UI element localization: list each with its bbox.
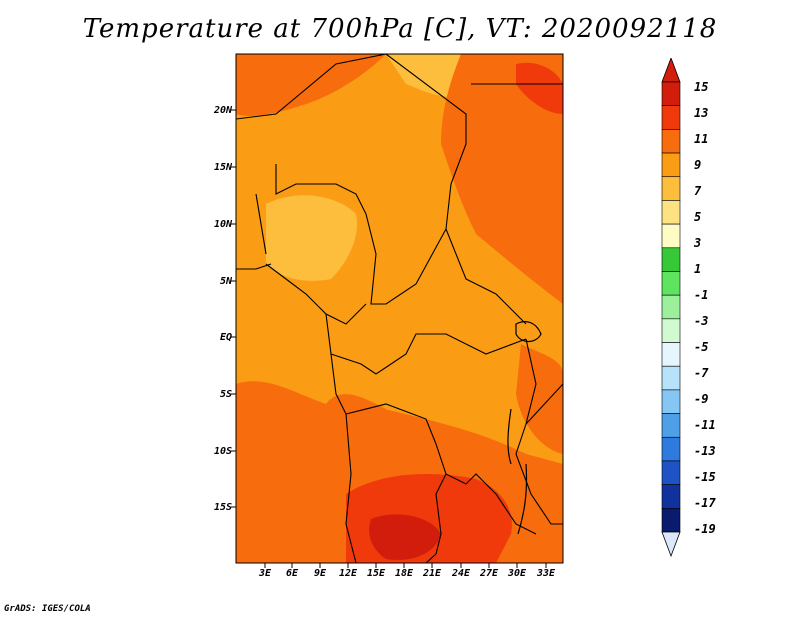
colorbar-bin — [661, 436, 681, 462]
lon-label-30e: 30E — [507, 568, 527, 579]
lon-label-27e: 27E — [479, 568, 499, 579]
colorbar-label-15: 15 — [694, 80, 709, 94]
colorbar-bin — [661, 129, 681, 154]
colorbar-label-m9: -9 — [694, 392, 709, 406]
colorbar-arrow-top — [661, 58, 681, 83]
colorbar-bin — [661, 484, 681, 509]
colorbar-label-7: 7 — [694, 184, 702, 198]
colorbar-label-9: 9 — [694, 158, 702, 172]
footer-credit: GrADS: IGES/COLA — [4, 604, 91, 614]
chart-title: Temperature at 700hPa [C], VT: 202009211… — [82, 14, 718, 44]
lon-label-12e: 12E — [338, 568, 358, 579]
lon-label-6e: 6E — [285, 568, 299, 579]
colorbar-bin — [661, 81, 681, 106]
colorbar-label-m19: -19 — [694, 522, 716, 536]
field-11c-eastafrica — [516, 344, 563, 454]
colorbar-label-11: 11 — [694, 132, 709, 146]
colorbar-label-m1: -1 — [694, 288, 709, 302]
lat-label-eq: EQ — [219, 332, 232, 343]
colorbar-label-m7: -7 — [694, 366, 709, 380]
colorbar — [661, 58, 681, 558]
colorbar-bin — [661, 294, 681, 320]
lakes — [507, 321, 542, 535]
colorbar-label-m3: -3 — [694, 314, 709, 328]
lon-label-3e: 3E — [258, 568, 272, 579]
colorbar-bin — [661, 342, 681, 367]
colorbar-bin — [661, 318, 681, 343]
lon-label-24e: 24E — [451, 568, 471, 579]
colorbar-bin — [661, 508, 681, 533]
y-ticks — [231, 109, 236, 508]
colorbar-label-1: 1 — [694, 262, 702, 276]
colorbar-label-5: 5 — [694, 210, 702, 224]
field-15c-core — [369, 514, 441, 560]
colorbar-arrow-bottom — [661, 531, 681, 558]
lat-label-15n: 15N — [213, 162, 232, 173]
lon-label-21e: 21E — [422, 568, 442, 579]
lat-label-5s: 5S — [219, 389, 232, 400]
colorbar-label-m17: -17 — [694, 496, 716, 510]
colorbar-bin — [661, 460, 681, 485]
lat-label-20n: 20N — [213, 105, 232, 116]
lat-label-5n: 5N — [219, 276, 232, 287]
colorbar-bin — [661, 223, 681, 249]
field-7c-nigeria — [266, 195, 357, 281]
colorbar-bin — [661, 247, 681, 272]
colorbar-bin — [661, 176, 681, 201]
colorbar-label-m13: -13 — [694, 444, 716, 458]
lat-label-15s: 15S — [213, 502, 232, 513]
borders — [236, 54, 563, 563]
lon-label-15e: 15E — [366, 568, 386, 579]
colorbar-bin — [661, 365, 681, 391]
field-13c-northeast — [516, 62, 563, 114]
temperature-map — [236, 54, 563, 563]
colorbar-label-13: 13 — [694, 106, 709, 120]
colorbar-bin — [661, 105, 681, 130]
map-svg — [236, 54, 563, 563]
colorbar-bin — [661, 200, 681, 225]
colorbar-bin — [661, 152, 681, 178]
colorbar-boxes — [661, 81, 681, 533]
lon-label-33e: 33E — [536, 568, 556, 579]
colorbar-bin — [661, 413, 681, 438]
colorbar-bin — [661, 271, 681, 296]
colorbar-label-m11: -11 — [694, 418, 716, 432]
colorbar-bin — [661, 389, 681, 414]
x-ticks — [264, 563, 547, 568]
lon-label-9e: 9E — [313, 568, 327, 579]
colorbar-label-m5: -5 — [694, 340, 709, 354]
colorbar-label-3: 3 — [694, 236, 702, 250]
field-11c-east — [441, 54, 563, 304]
colorbar-label-m15: -15 — [694, 470, 716, 484]
lon-label-18e: 18E — [394, 568, 414, 579]
lat-label-10n: 10N — [213, 219, 232, 230]
lat-label-10s: 10S — [213, 446, 232, 457]
